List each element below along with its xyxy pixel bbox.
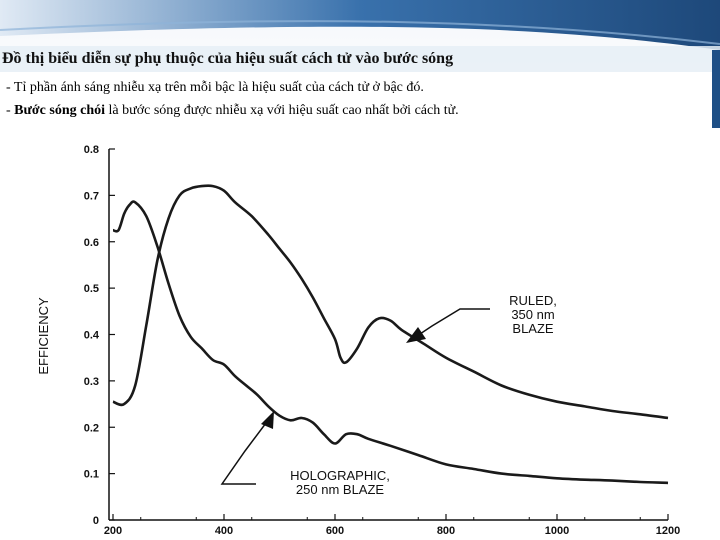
ruled-arrow-head: [406, 327, 426, 343]
x-ticks: 200 400 600 800 1000 1200: [104, 514, 680, 537]
banner-background: [0, 0, 720, 128]
x-tick-label: 200: [104, 525, 122, 537]
bullet-rest: là bước sóng được nhiễu xạ với hiệu suất…: [105, 103, 459, 118]
y-ticks: 0 0.1 0.2 0.3 0.4 0.5 0.6 0.7 0.8: [84, 144, 115, 527]
annotations: RULED, 350 nm BLAZE HOLOGRAPHIC, 250 nm …: [220, 293, 557, 497]
bullet-prefix: -: [6, 103, 15, 118]
x-tick-label: 800: [437, 525, 455, 537]
y-tick-label: 0.4: [84, 330, 100, 342]
ruled-label-line-1: RULED,: [509, 293, 557, 308]
y-axis-label: EFFICIENCY: [36, 297, 51, 375]
y-tick-label: 0.1: [84, 469, 99, 481]
holographic-arrow-head: [261, 411, 274, 429]
holographic-label-line-2: 250 nm BLAZE: [296, 482, 384, 497]
series-lines: [112, 184, 669, 485]
y-tick-label: 0: [93, 515, 99, 527]
bullet-text: - Tỉ phần ánh sáng nhiễu xạ trên mỗi bậc…: [6, 80, 424, 95]
bullet-efficiency-definition: - Tỉ phần ánh sáng nhiễu xạ trên mỗi bậc…: [6, 80, 424, 96]
x-tick-label: 600: [326, 525, 344, 537]
holographic-annotation: HOLOGRAPHIC, 250 nm BLAZE: [220, 411, 390, 497]
bullet-blaze-definition: - Bước sóng chói là bước sóng được nhiễu…: [6, 103, 459, 119]
x-tick-label: 1200: [656, 525, 680, 537]
y-tick-label: 0.8: [84, 144, 99, 156]
x-tick-label: 400: [215, 525, 233, 537]
ruled-label-line-3: BLAZE: [512, 321, 554, 336]
axes: [108, 149, 668, 521]
y-tick-label: 0.6: [84, 237, 99, 249]
y-tick-label: 0.3: [84, 376, 99, 388]
x-tick-label: 1000: [545, 525, 569, 537]
y-tick-label: 0.2: [84, 422, 99, 434]
holographic-series-line: [112, 200, 669, 485]
slide-title: Đồ thị biểu diễn sự phụ thuộc của hiệu s…: [2, 50, 454, 67]
y-tick-label: 0.7: [84, 190, 99, 202]
y-tick-label: 0.5: [84, 283, 99, 295]
holographic-arrow-line: [220, 414, 273, 485]
ruled-series-line: [112, 184, 669, 420]
bullet-term: Bước sóng chói: [14, 103, 106, 118]
title-banner: Đồ thị biểu diễn sự phụ thuộc của hiệu s…: [0, 0, 720, 128]
holographic-label-line-1: HOLOGRAPHIC,: [290, 468, 390, 483]
ruled-label-line-2: 350 nm: [511, 307, 554, 322]
efficiency-chart: 200 400 600 800 1000 1200 0 0.1 0.2 0.3 0.4 0.5 0.6…: [36, 144, 680, 537]
ruled-annotation: RULED, 350 nm BLAZE: [406, 293, 557, 343]
